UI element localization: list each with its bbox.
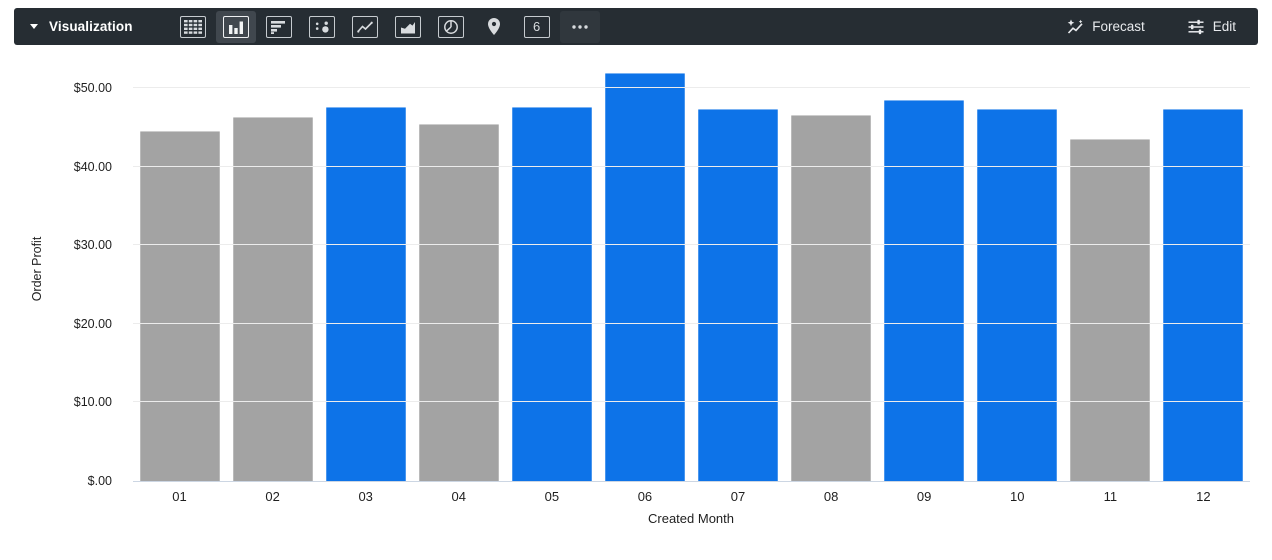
x-tick-label: 02 — [265, 489, 280, 504]
x-tick-label: 01 — [172, 489, 187, 504]
toolbar-title: Visualization — [49, 19, 133, 34]
table-icon[interactable] — [173, 11, 213, 43]
bar-month-04[interactable] — [418, 123, 499, 481]
bar-slot — [505, 56, 598, 481]
bar-month-10[interactable] — [977, 109, 1058, 481]
chart-type-switcher: 6 — [173, 10, 600, 43]
bar-slot — [691, 56, 784, 481]
line-chart-icon[interactable] — [345, 11, 385, 43]
bar-slot — [319, 56, 412, 481]
gridline — [133, 165, 1250, 167]
bar-slot — [1064, 56, 1157, 481]
gridline — [133, 401, 1250, 403]
column-chart-icon[interactable] — [215, 10, 256, 43]
x-tick-label: 08 — [823, 489, 839, 504]
x-tick-label: 10 — [1010, 489, 1025, 504]
bar-month-08[interactable] — [791, 114, 872, 481]
gridline — [133, 244, 1250, 246]
bar-month-02[interactable] — [232, 116, 313, 481]
bar-month-03[interactable] — [325, 107, 406, 481]
bar-slot — [226, 56, 319, 481]
x-tick-label: 05 — [544, 489, 560, 504]
forecast-label: Forecast — [1092, 19, 1145, 34]
map-pin-icon[interactable] — [474, 11, 514, 43]
bar-chart-icon[interactable] — [259, 11, 299, 43]
bar-slot — [878, 56, 971, 481]
visualization-collapse-toggle[interactable]: Visualization — [30, 19, 133, 34]
x-axis-tick-labels: 01 02 03 04 05 06 07 08 09 10 11 12 — [133, 489, 1250, 504]
single-value-icon[interactable]: 6 — [517, 11, 557, 43]
bar-chart: Order Profit $50.00 $40.00 $30.00 $20.00 $10… — [0, 45, 1272, 560]
bars-container — [133, 56, 1250, 481]
bar-slot — [785, 56, 878, 481]
x-axis-title: Created Month — [648, 511, 734, 526]
x-tick-label: 03 — [358, 489, 373, 504]
bar-month-11[interactable] — [1070, 138, 1151, 481]
y-tick-label: $20.00 — [73, 316, 112, 331]
caret-down-icon — [30, 24, 38, 29]
x-tick-label: 07 — [730, 489, 746, 504]
bar-slot — [1157, 56, 1250, 481]
bar-month-01[interactable] — [139, 131, 220, 481]
gridline — [133, 87, 1250, 89]
forecast-button[interactable]: Forecast — [1062, 12, 1149, 42]
plot-area — [133, 56, 1250, 482]
bar-slot — [598, 56, 691, 481]
area-chart-icon[interactable] — [388, 11, 428, 43]
tune-sliders-icon — [1187, 18, 1205, 36]
more-options-icon[interactable] — [559, 10, 600, 43]
bar-slot — [971, 56, 1064, 481]
bar-slot — [412, 56, 505, 481]
x-tick-label: 11 — [1103, 489, 1118, 504]
gridline — [133, 322, 1250, 324]
y-tick-label: $.00 — [87, 474, 112, 488]
y-tick-label: $40.00 — [73, 159, 112, 174]
single-value-glyph: 6 — [532, 19, 541, 34]
bar-month-12[interactable] — [1163, 109, 1244, 481]
y-tick-label: $50.00 — [73, 81, 112, 96]
x-tick-label: 09 — [916, 489, 932, 504]
pie-chart-icon[interactable] — [431, 11, 471, 43]
y-tick-label: $30.00 — [73, 238, 112, 253]
edit-button[interactable]: Edit — [1183, 12, 1240, 42]
bar-month-09[interactable] — [884, 100, 965, 481]
forecast-sparkline-icon — [1066, 18, 1084, 36]
x-tick-label: 04 — [451, 489, 466, 504]
bar-month-06[interactable] — [604, 72, 685, 481]
y-tick-label: $10.00 — [73, 395, 112, 410]
edit-label: Edit — [1212, 19, 1236, 34]
scatter-chart-icon[interactable] — [302, 11, 342, 43]
visualization-toolbar: Visualization — [14, 8, 1258, 45]
y-axis-tick-labels: $50.00 $40.00 $30.00 $20.00 $10.00 $.00 — [0, 56, 112, 488]
bar-slot — [133, 56, 226, 481]
bar-month-07[interactable] — [697, 109, 779, 481]
x-tick-label: 12 — [1196, 489, 1211, 504]
x-tick-label: 06 — [637, 489, 653, 504]
bar-month-05[interactable] — [511, 107, 592, 481]
